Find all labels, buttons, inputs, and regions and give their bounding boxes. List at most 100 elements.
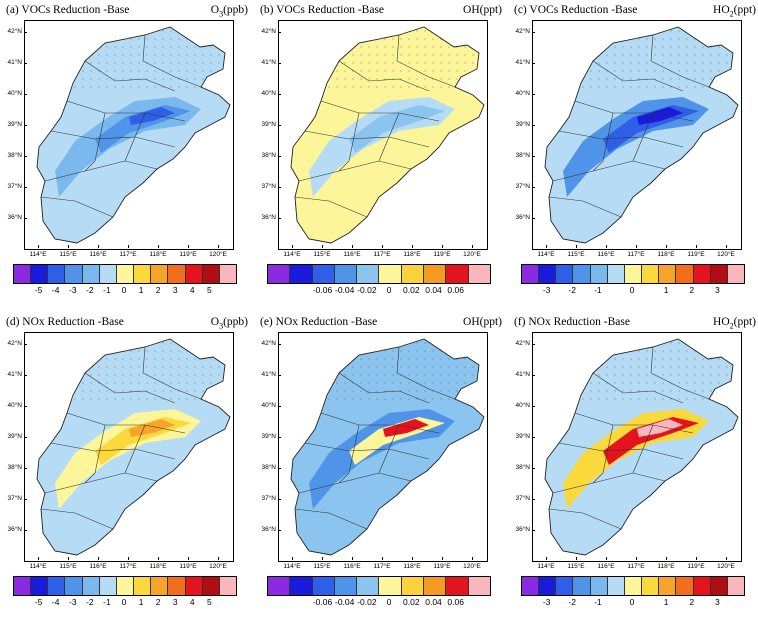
city-boundary (320, 100, 440, 122)
longitude-label: 116°E (597, 563, 615, 570)
colorbar-swatch (151, 265, 169, 283)
longitude-tick (576, 557, 577, 560)
latitude-label: 39°N (7, 121, 22, 128)
city-boundary (142, 34, 202, 88)
panel-title: (e) NOx Reduction -Base (260, 316, 378, 328)
colorbar-swatch (522, 265, 540, 283)
colorbar-label: -2 (86, 285, 94, 295)
longitude-label: 120°E (717, 563, 735, 570)
city-boundary (40, 196, 114, 218)
colorbar-label: -3 (68, 597, 77, 607)
longitude-label: 115°E (313, 251, 331, 258)
city-boundary (44, 160, 158, 182)
colorbar-label: -2 (568, 597, 576, 607)
field-core (603, 417, 699, 465)
colorbar-swatch (116, 577, 135, 595)
colorbar-swatch (590, 265, 608, 283)
colorbar-swatch (48, 577, 66, 595)
colorbar-label: 2 (155, 285, 161, 295)
latitude-tick (278, 32, 281, 33)
field-band (309, 409, 455, 509)
latitude-tick (532, 344, 535, 345)
colorbar-swatch (446, 577, 469, 595)
latitude-label: 41°N (261, 59, 276, 66)
colorbar-swatch (48, 265, 66, 283)
latitude-label: 37°N (515, 495, 530, 502)
longitude-label: 116°E (597, 251, 615, 258)
colorbar-swatch (82, 577, 100, 595)
region-outline (36, 338, 231, 556)
panel-title: (f) NOx Reduction -Base (514, 316, 630, 328)
latitude-label: 41°N (515, 371, 530, 378)
latitude-tick (532, 187, 535, 188)
colorbar-swatch (573, 265, 591, 283)
longitude-label: 117°E (119, 251, 137, 258)
longitude-tick (98, 557, 99, 560)
latitude-tick (24, 156, 27, 157)
city-boundary (84, 372, 176, 404)
latitude-label: 36°N (7, 526, 22, 533)
colorbar-labels: -3 -2 -1 0 1 2 3 (521, 597, 743, 609)
field-peak (383, 107, 429, 125)
panel-variable-label: O3(ppb) (210, 4, 248, 19)
colorbar (521, 264, 745, 284)
field-peak (383, 419, 429, 437)
latitude-tick (532, 468, 535, 469)
longitude-label: 119°E (179, 563, 197, 570)
latitude-tick (24, 218, 27, 219)
longitude-tick (188, 245, 189, 248)
latitude-label: 40°N (261, 402, 276, 409)
colorbar-swatch (151, 577, 169, 595)
latitude-label: 41°N (7, 59, 22, 66)
city-boundary (294, 508, 368, 530)
map-panel: (d) NOx Reduction -Base O3(ppb) 42°N 41°N 40… (0, 314, 250, 624)
latitude-tick (24, 344, 27, 345)
longitude-tick (576, 245, 577, 248)
colorbar-swatch (424, 577, 447, 595)
panel-title: (b) VOCs Reduction -Base (260, 4, 385, 16)
colorbar-label: 3 (172, 597, 178, 607)
longitude-tick (472, 245, 473, 248)
latitude-tick (278, 94, 281, 95)
latitude-tick (278, 437, 281, 438)
colorbar (521, 576, 745, 596)
latitude-label: 36°N (515, 526, 530, 533)
colorbar (267, 264, 491, 284)
panel-variable-label: OH(ppt) (463, 4, 502, 16)
latitude-tick (278, 344, 281, 345)
longitude-label: 115°E (313, 563, 331, 570)
latitude-tick (278, 499, 281, 500)
city-boundary (294, 196, 368, 218)
city-boundary (66, 412, 186, 434)
colorbar-label: 2 (689, 597, 695, 607)
longitude-tick (38, 245, 39, 248)
city-boundary (552, 160, 666, 182)
region-outline (36, 26, 231, 244)
latitude-tick (278, 530, 281, 531)
latitude-label: 41°N (261, 371, 276, 378)
colorbar-label: -0.02 (357, 597, 377, 607)
longitude-label: 117°E (373, 563, 391, 570)
colorbar-label: 0.06 (447, 285, 464, 295)
city-boundary (558, 130, 684, 148)
colorbar-swatch (31, 577, 49, 595)
city-boundary (592, 112, 614, 172)
significance-stipple (37, 27, 230, 91)
longitude-label: 115°E (567, 251, 585, 258)
significance-stipple (291, 339, 484, 403)
longitude-tick (546, 245, 547, 248)
colorbar-swatch (401, 265, 425, 283)
longitude-tick (442, 557, 443, 560)
city-boundary (650, 34, 710, 88)
longitude-label: 119°E (433, 563, 451, 570)
longitude-label: 119°E (687, 563, 705, 570)
colorbar-swatch (539, 265, 557, 283)
longitude-tick (352, 557, 353, 560)
region-outline (544, 338, 739, 556)
city-boundary (142, 346, 202, 400)
colorbar-swatch (14, 265, 32, 283)
latitude-tick (278, 125, 281, 126)
longitude-label: 118°E (403, 563, 421, 570)
colorbar-swatch (290, 577, 313, 595)
longitude-tick (68, 557, 69, 560)
